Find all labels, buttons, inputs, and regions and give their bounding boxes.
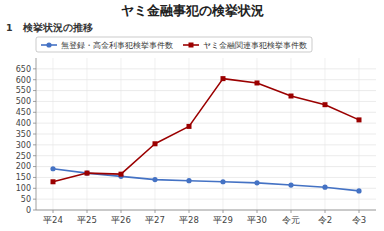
y-tick-label: 600	[16, 76, 31, 85]
marker	[323, 102, 328, 107]
y-tick	[33, 144, 36, 145]
marker	[356, 188, 361, 193]
marker	[187, 124, 192, 129]
marker	[357, 117, 362, 122]
y-tick-label: 100	[16, 184, 31, 193]
x-tick	[189, 210, 190, 213]
y-tick	[33, 155, 36, 156]
legend-label: 無登録・高金利事犯検挙事件数	[61, 41, 173, 50]
y-tick-label: 350	[16, 130, 31, 139]
marker	[152, 177, 157, 182]
y-tick	[33, 101, 36, 102]
x-tick	[257, 210, 258, 213]
grid	[36, 58, 376, 210]
y-tick	[33, 166, 36, 167]
series	[50, 166, 361, 193]
legend: 無登録・高金利事犯検挙事件数 ヤミ金融関連事犯検挙事件数	[36, 37, 312, 52]
y-tick-label: 50	[21, 195, 31, 204]
marker	[189, 43, 194, 48]
y-tick	[33, 210, 36, 211]
x-tick	[87, 210, 88, 213]
marker	[255, 80, 260, 85]
y-tick	[33, 123, 36, 124]
marker	[119, 172, 124, 177]
marker	[221, 76, 226, 81]
title: ヤミ金融事犯の検挙状況	[121, 3, 264, 18]
x-tick	[121, 210, 122, 213]
x-grid-line	[359, 58, 360, 210]
series	[51, 76, 362, 184]
y-tick-label: 300	[16, 141, 31, 150]
y-tick-label: 450	[16, 108, 31, 117]
x-tick-label: 令2	[318, 215, 332, 225]
marker	[84, 170, 89, 175]
marker	[85, 171, 90, 176]
y-tick	[33, 79, 36, 80]
x-tick	[325, 210, 326, 213]
y-tick	[33, 199, 36, 200]
x-grid-line	[53, 58, 54, 210]
y-tick-label: 200	[16, 162, 31, 171]
x-grid-line	[155, 58, 156, 210]
x-tick-label: 令3	[352, 215, 366, 225]
marker	[46, 42, 51, 47]
marker	[254, 180, 259, 185]
series-line	[53, 169, 359, 191]
marker	[220, 179, 225, 184]
x-tick	[53, 210, 54, 213]
marker	[50, 166, 55, 171]
marker	[51, 179, 56, 184]
y-tick	[33, 68, 36, 69]
series-line	[53, 79, 359, 182]
x-grid-line	[121, 58, 122, 210]
y-tick-label: 250	[16, 152, 31, 161]
y-tick	[33, 90, 36, 91]
x-tick	[155, 210, 156, 213]
x-axis: 平24 平25 平26 平27 平28 平29 平30 令元 令2 令3	[43, 210, 366, 225]
x-tick-label: 平24	[43, 215, 63, 225]
x-tick-label: 平26	[111, 215, 131, 225]
y-tick	[33, 134, 36, 135]
marks	[50, 76, 361, 193]
y-tick	[33, 112, 36, 113]
x-tick-label: 平25	[77, 215, 97, 225]
y-tick	[33, 177, 36, 178]
marker	[153, 141, 158, 146]
x-tick-label: 平27	[145, 215, 165, 225]
y-tick-label: 150	[16, 173, 31, 182]
x-grid-line	[189, 58, 190, 210]
y-tick-label: 400	[16, 119, 31, 128]
y-tick-label: 0	[26, 206, 31, 215]
legend-label: ヤミ金融関連事犯検挙事件数	[203, 41, 307, 50]
x-tick	[223, 210, 224, 213]
marker	[186, 178, 191, 183]
x-tick	[359, 210, 360, 213]
marker	[289, 94, 294, 99]
x-tick-label: 平30	[247, 215, 267, 225]
x-tick-label: 平28	[179, 215, 199, 225]
x-tick-label: 令元	[282, 215, 300, 225]
y-tick-label: 650	[16, 65, 31, 74]
x-tick-label: 平29	[213, 215, 233, 225]
legend-frame	[36, 37, 312, 52]
chart-container: ヤミ金融事犯の検挙状況 1 検挙状況の推移 0 50 100 150 200250 300 35…	[0, 0, 384, 231]
y-tick	[33, 188, 36, 189]
marker	[322, 185, 327, 190]
marker	[288, 182, 293, 187]
chart-svg: ヤミ金融事犯の検挙状況 1 検挙状況の推移 0 50 100 150 200250 300 35…	[0, 0, 384, 231]
x-tick	[291, 210, 292, 213]
x-grid-line	[87, 58, 88, 210]
subtitle: 1 検挙状況の推移	[6, 22, 93, 33]
y-tick-label: 550	[16, 86, 31, 95]
y-axis: 0 50 100 150 200250 300 350 400 450 500 550600 650	[16, 65, 36, 215]
y-tick-label: 500	[16, 97, 31, 106]
